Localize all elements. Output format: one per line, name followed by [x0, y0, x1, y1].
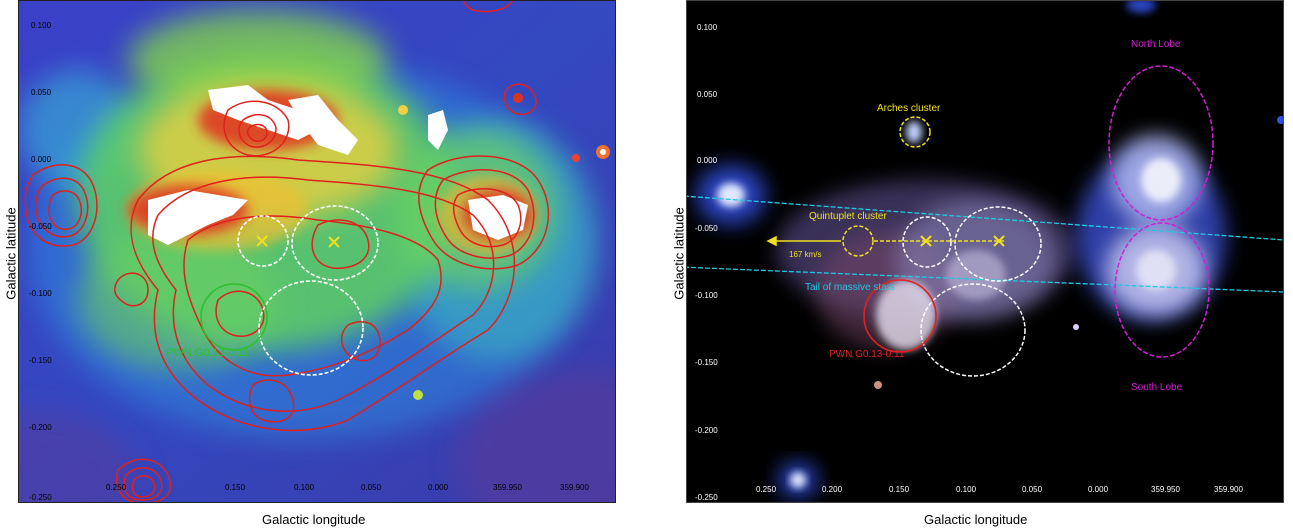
left-y-axis-title: Galactic latitude: [3, 207, 19, 300]
svg-text:-0.150: -0.150: [695, 358, 718, 367]
velocity-label: 167 km/s: [789, 250, 821, 259]
svg-text:0.050: 0.050: [361, 483, 382, 492]
south-lobe-region: [1114, 222, 1210, 358]
right-y-axis-title: Galactic latitude: [671, 207, 687, 300]
svg-text:0.200: 0.200: [822, 485, 843, 494]
pwn-region-right: [863, 279, 937, 353]
pwn-region-left: [200, 283, 268, 351]
arches-label: Arches cluster: [877, 103, 941, 114]
right-x-axis-title: Galactic longitude: [924, 512, 1028, 527]
svg-text:-0.200: -0.200: [29, 423, 52, 432]
svg-text:-0.050: -0.050: [29, 222, 52, 231]
right-x-tick-labels: 0.250 0.200 0.150 0.100 0.050 0.000 359.…: [756, 485, 1243, 494]
svg-text:0.050: 0.050: [1022, 485, 1043, 494]
svg-text:359.950: 359.950: [1151, 485, 1180, 494]
svg-text:0.250: 0.250: [756, 485, 777, 494]
svg-text:359.900: 359.900: [1214, 485, 1243, 494]
right-image-panel: North Lobe South Lobe Arches cluster Qui…: [686, 0, 1284, 503]
x-markers: [256, 235, 340, 248]
tail-label: Tail of massive stars: [805, 282, 895, 293]
arches-region: [899, 116, 931, 148]
svg-text:-0.250: -0.250: [29, 493, 52, 502]
svg-text:0.000: 0.000: [31, 155, 52, 164]
left-x-axis-title: Galactic longitude: [262, 512, 366, 527]
cluster-regions-right: [902, 206, 1042, 377]
svg-text:-0.150: -0.150: [29, 356, 52, 365]
svg-text:0.150: 0.150: [225, 483, 246, 492]
x-markers-right: [920, 235, 1005, 247]
svg-text:-0.100: -0.100: [695, 291, 718, 300]
svg-text:-0.050: -0.050: [695, 224, 718, 233]
svg-text:359.900: 359.900: [560, 483, 589, 492]
svg-text:0.100: 0.100: [956, 485, 977, 494]
svg-text:0.250: 0.250: [106, 483, 127, 492]
svg-text:-0.100: -0.100: [29, 289, 52, 298]
svg-text:-0.250: -0.250: [695, 493, 718, 502]
lobe-regions: [1108, 65, 1214, 358]
left-y-tick-labels: 0.100 0.050 0.000 -0.050 -0.100 -0.150 -…: [29, 21, 52, 502]
quintuplet-label: Quintuplet cluster: [809, 211, 887, 222]
svg-text:-0.200: -0.200: [695, 426, 718, 435]
north-lobe-label: North Lobe: [1131, 39, 1181, 50]
pwn-label-right: PWN G0.13-0.11: [829, 349, 905, 360]
svg-text:0.050: 0.050: [31, 88, 52, 97]
svg-text:0.000: 0.000: [428, 483, 449, 492]
south-lobe-label: South Lobe: [1131, 382, 1183, 393]
svg-text:0.150: 0.150: [889, 485, 910, 494]
svg-text:0.100: 0.100: [294, 483, 315, 492]
north-lobe-region: [1108, 65, 1214, 221]
svg-text:0.100: 0.100: [31, 21, 52, 30]
svg-text:0.000: 0.000: [697, 156, 718, 165]
right-y-tick-labels: 0.100 0.050 0.000 -0.050 -0.100 -0.150 -…: [695, 23, 718, 502]
svg-text:0.050: 0.050: [697, 90, 718, 99]
left-x-tick-labels: 0.250 0.150 0.100 0.050 0.000 359.950 35…: [106, 483, 589, 492]
cluster-regions: [237, 205, 379, 376]
pwn-label-left: PWN G0.13-0.11: [166, 347, 249, 359]
svg-text:0.000: 0.000: [1088, 485, 1109, 494]
svg-text:0.100: 0.100: [697, 23, 718, 32]
quintuplet-region: [842, 225, 874, 257]
left-xray-image: PWN G0.13-0.11 0.100 0.050 0.000 -0.050 …: [18, 0, 616, 503]
left-image-panel: PWN G0.13-0.11 0.100 0.050 0.000 -0.050 …: [18, 0, 616, 503]
svg-text:359.950: 359.950: [493, 483, 522, 492]
velocity-arrow: [766, 235, 841, 247]
right-xray-image: North Lobe South Lobe Arches cluster Qui…: [686, 0, 1284, 503]
